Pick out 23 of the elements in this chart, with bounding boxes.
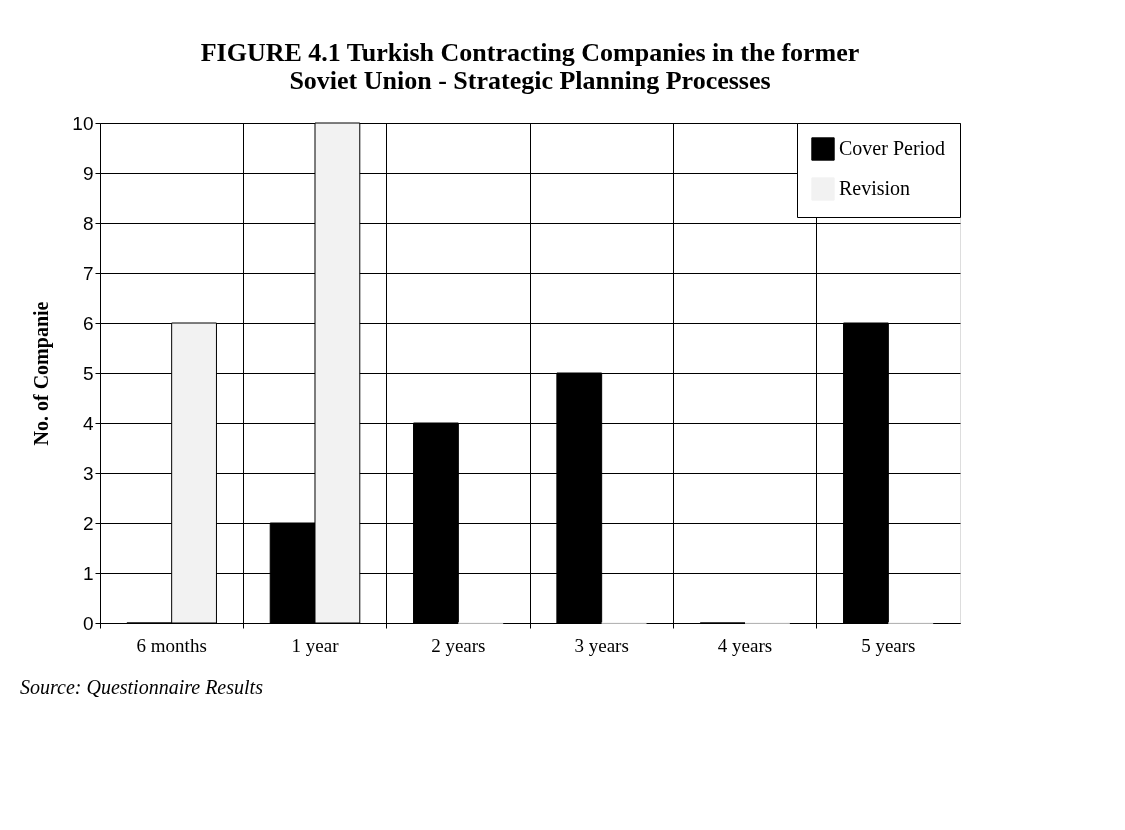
text: FIGURE 4.1 Turkish Contracting Companies in the former — [200, 38, 860, 67]
x-tick-label: 2 years — [431, 634, 486, 656]
x-tick-label: 3 years — [574, 634, 629, 656]
y-tick-label: 7 — [82, 262, 94, 284]
x-tick-label: 1 year — [291, 634, 340, 656]
y-tick-label: 6 — [82, 312, 94, 334]
y-axis-title: No. of Companie — [30, 301, 54, 446]
legend-label: Cover Period — [839, 137, 946, 159]
y-tick-label: 10 — [72, 112, 94, 134]
y-tick-label: 4 — [82, 412, 94, 434]
y-tick-label: 0 — [82, 612, 94, 634]
legend-label: Revision — [839, 177, 911, 199]
x-tick-label: 4 years — [717, 634, 773, 656]
y-tick-label: 1 — [82, 562, 94, 584]
x-tick-label: 6 months — [136, 634, 207, 656]
y-tick-label: 3 — [82, 462, 94, 484]
text: Soviet Union - Strategic Planning Processes — [289, 66, 771, 95]
y-tick-label: 5 — [82, 362, 94, 384]
y-tick-label: 8 — [82, 212, 94, 234]
source-note: Source: Questionnaire Results — [20, 676, 264, 698]
y-tick-label: 2 — [82, 512, 94, 534]
y-tick-label: 9 — [82, 162, 94, 184]
x-tick-label: 5 years — [861, 634, 916, 656]
